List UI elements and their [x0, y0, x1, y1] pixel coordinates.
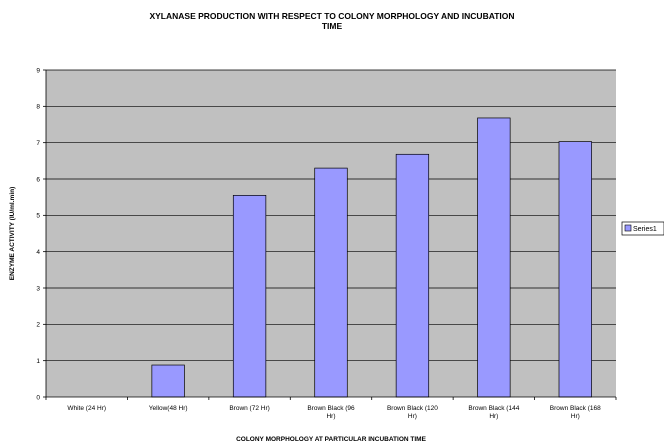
- chart-title-line: TIME: [322, 21, 343, 31]
- bar: [395, 153, 430, 398]
- x-tick-label: Hr): [571, 413, 580, 420]
- bar: [232, 195, 267, 398]
- y-tick-label: 7: [36, 140, 40, 147]
- chart-title-line: XYLANASE PRODUCTION WITH RESPECT TO COLO…: [149, 11, 514, 21]
- y-tick-label: 8: [36, 104, 40, 111]
- x-tick-label: Brown Black (168: [550, 405, 601, 412]
- x-tick-label: White (24 Hr): [67, 405, 106, 412]
- legend: Series1: [621, 221, 664, 236]
- chart-title: XYLANASE PRODUCTION WITH RESPECT TO COLO…: [149, 11, 514, 31]
- x-tick-label: Hr): [326, 413, 335, 420]
- bar: [477, 117, 511, 398]
- y-tick-label: 2: [36, 322, 40, 329]
- x-tick-label: Brown Black (120: [387, 405, 438, 412]
- x-tick-label: Brown Black (96: [307, 405, 355, 412]
- x-tick-label: Brown Black (144: [468, 405, 519, 412]
- x-tick-label: Yellow(48 Hr): [149, 405, 188, 412]
- y-tick-label: 3: [36, 285, 40, 292]
- legend-swatch: [624, 224, 632, 232]
- y-tick-label: 1: [36, 358, 40, 365]
- x-tick-label: Brown (72 Hr): [229, 405, 269, 412]
- bar: [314, 167, 348, 398]
- x-tick-label: Hr): [408, 413, 417, 420]
- y-tick-label: 0: [36, 394, 40, 401]
- y-tick-label: 6: [36, 176, 40, 183]
- y-tick-label: 4: [36, 249, 40, 256]
- y-axis-title: ENZYME ACTIVITY (IU/ml.min): [9, 187, 16, 281]
- legend-label: Series1: [633, 226, 657, 233]
- bar: [558, 141, 592, 398]
- y-tick-label: 5: [36, 213, 40, 220]
- legend-box: [621, 221, 664, 236]
- bar: [151, 364, 185, 398]
- y-tick-labels: 0 1 2 3 4 5 6 7 8 9: [36, 67, 40, 401]
- x-axis-title: COLONY MORPHOLOGY AT PARTICULAR INCUBATI…: [236, 436, 426, 443]
- x-tick-labels: White (24 Hr) Yellow(48 Hr) Brown (72 Hr) B…: [67, 405, 601, 420]
- y-tick-label: 9: [36, 67, 40, 74]
- bars: [151, 117, 592, 398]
- axes: [43, 69, 617, 400]
- x-tick-label: Hr): [489, 413, 498, 420]
